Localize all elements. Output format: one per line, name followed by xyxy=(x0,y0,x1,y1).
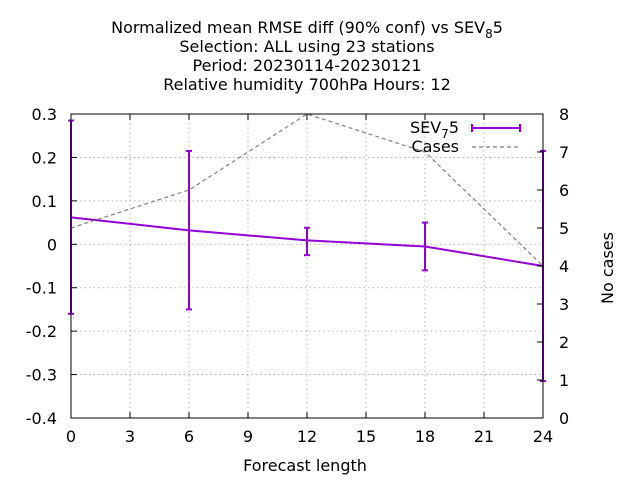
title-line-3: Period: 20230114-20230121 xyxy=(192,56,421,75)
y-tick-label: 0 xyxy=(47,235,57,254)
y2-tick-label: 8 xyxy=(559,105,569,124)
y2-tick-label: 4 xyxy=(559,257,569,276)
x-tick-label: 21 xyxy=(474,427,494,446)
y-tick-label: -0.4 xyxy=(26,409,57,428)
chart-title: Normalized mean RMSE diff (90% conf) vs … xyxy=(111,18,503,94)
x-tick-label: 18 xyxy=(415,427,435,446)
y-tick-label: -0.3 xyxy=(26,366,57,385)
legend-label-cases: Cases xyxy=(412,137,460,156)
x-tick-label: 9 xyxy=(243,427,253,446)
data-point xyxy=(306,239,308,241)
plot-series xyxy=(68,113,546,383)
title-line-4: Relative humidity 700hPa Hours: 12 xyxy=(163,75,451,94)
x-axis-title: Forecast length xyxy=(243,456,367,475)
x-tick-label: 0 xyxy=(66,427,76,446)
grid xyxy=(70,113,544,419)
y-tick-label: 0.2 xyxy=(32,148,57,167)
y2-tick-label: 1 xyxy=(559,371,569,390)
y2-tick-label: 0 xyxy=(559,409,569,428)
y2-tick-label: 6 xyxy=(559,181,569,200)
x-tick-label: 6 xyxy=(184,427,194,446)
title-line-1: Normalized mean RMSE diff (90% conf) vs … xyxy=(111,18,503,41)
series-line-cases xyxy=(70,113,544,267)
data-point xyxy=(424,245,426,247)
y2-tick-label: 7 xyxy=(559,143,569,162)
y2-tick-label: 3 xyxy=(559,295,569,314)
legend-label-sev75: SEV75 xyxy=(410,118,459,141)
y-tick-label: 0.1 xyxy=(32,192,57,211)
y-tick-label: 0.3 xyxy=(32,105,57,124)
x-tick-label: 3 xyxy=(125,427,135,446)
title-line-2: Selection: ALL using 23 stations xyxy=(179,37,434,56)
y-tick-label: -0.1 xyxy=(26,279,57,298)
y2-tick-label: 5 xyxy=(559,219,569,238)
x-tick-label: 12 xyxy=(297,427,317,446)
x-tick-label: 15 xyxy=(356,427,376,446)
y-tick-label: -0.2 xyxy=(26,322,57,341)
y2-axis-title: No cases xyxy=(598,232,617,304)
y2-tick-label: 2 xyxy=(559,333,569,352)
axis-ticks: 0 3 6 9 12 15 18 21 240.30.20.10-0.1-0.2-0.3-0.4… xyxy=(26,105,569,446)
x-tick-label: 24 xyxy=(533,427,553,446)
data-point xyxy=(188,229,190,231)
